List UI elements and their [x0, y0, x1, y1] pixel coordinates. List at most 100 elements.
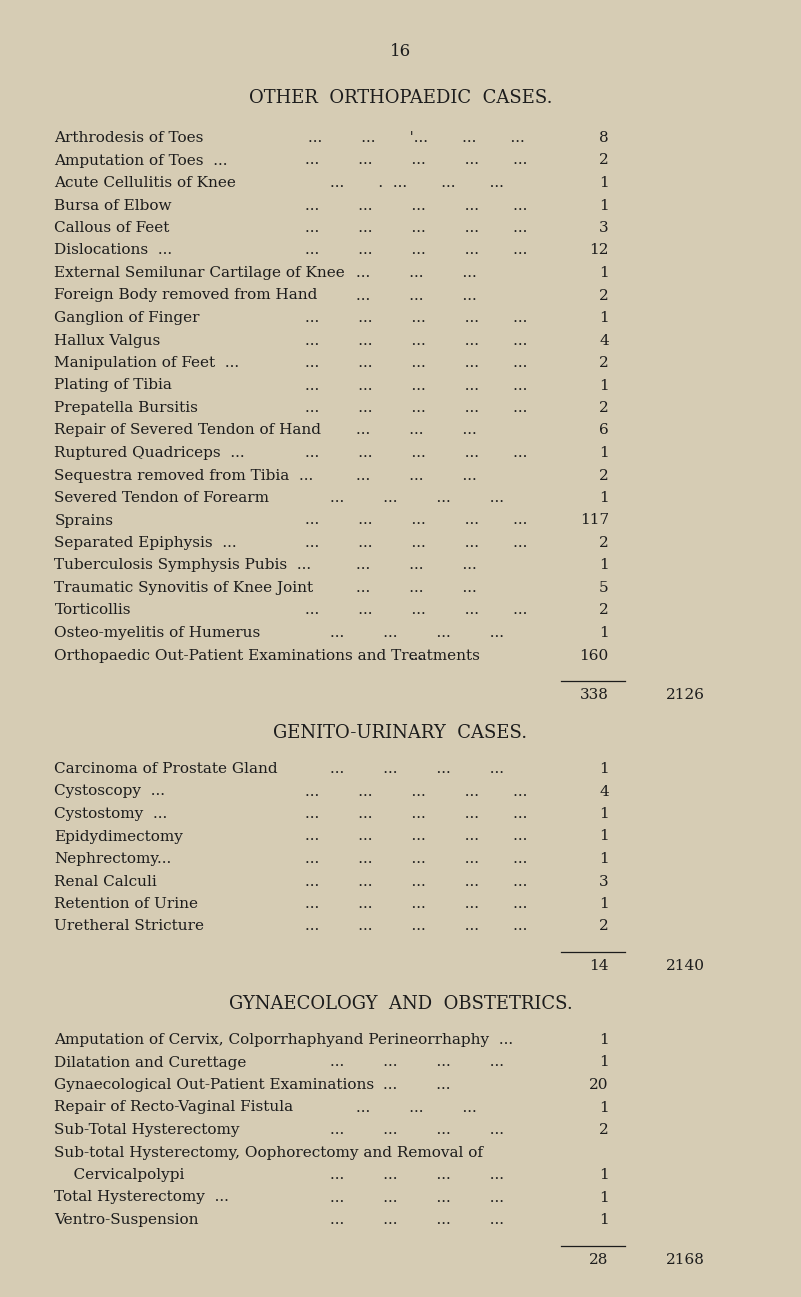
Text: ...        ...        ...        ...       ...: ... ... ... ... ... [305, 807, 528, 821]
Text: 2: 2 [599, 603, 609, 617]
Text: 1: 1 [599, 1169, 609, 1182]
Text: ...        ...       '...       ...       ...: ... ... '... ... ... [308, 131, 525, 145]
Text: ...        ...        ...        ...       ...: ... ... ... ... ... [305, 198, 528, 213]
Text: 1: 1 [599, 1032, 609, 1047]
Text: ...        ...        ...        ...: ... ... ... ... [329, 1169, 504, 1182]
Text: Torticollis: Torticollis [54, 603, 131, 617]
Text: Gynaecological Out-Patient Examinations: Gynaecological Out-Patient Examinations [54, 1078, 375, 1092]
Text: Acute Cellulitis of Knee: Acute Cellulitis of Knee [54, 176, 236, 189]
Text: ...        ...        ...        ...       ...: ... ... ... ... ... [305, 153, 528, 167]
Text: 2: 2 [599, 920, 609, 934]
Text: Manipulation of Feet  ...: Manipulation of Feet ... [54, 355, 239, 370]
Text: 1: 1 [599, 176, 609, 189]
Text: Sub-Total Hysterectomy: Sub-Total Hysterectomy [54, 1123, 240, 1137]
Text: Total Hysterectomy  ...: Total Hysterectomy ... [54, 1191, 229, 1205]
Text: ...        ...        ...        ...: ... ... ... ... [329, 492, 504, 505]
Text: Traumatic Synovitis of Knee Joint: Traumatic Synovitis of Knee Joint [54, 581, 314, 595]
Text: 4: 4 [599, 333, 609, 348]
Text: 2140: 2140 [666, 958, 705, 973]
Text: Osteo-myelitis of Humerus: Osteo-myelitis of Humerus [54, 626, 260, 639]
Text: Amputation of Cervix, Colporrhaphyand Perineorrhaphy  ...: Amputation of Cervix, Colporrhaphyand Pe… [54, 1032, 513, 1047]
Text: ...        ...        ...: ... ... ... [356, 1100, 477, 1114]
Text: ...        ...        ...        ...: ... ... ... ... [329, 1191, 504, 1205]
Text: Ventro-Suspension: Ventro-Suspension [54, 1213, 199, 1227]
Text: 1: 1 [599, 807, 609, 821]
Text: 5: 5 [599, 581, 609, 595]
Text: OTHER  ORTHOPAEDIC  CASES.: OTHER ORTHOPAEDIC CASES. [249, 89, 552, 106]
Text: Hallux Valgus: Hallux Valgus [54, 333, 161, 348]
Text: ...        ...        ...        ...       ...: ... ... ... ... ... [305, 830, 528, 843]
Text: Cystoscopy  ...: Cystoscopy ... [54, 785, 166, 799]
Text: 1: 1 [599, 898, 609, 910]
Text: ...        ...        ...        ...: ... ... ... ... [329, 1123, 504, 1137]
Text: Foreign Body removed from Hand: Foreign Body removed from Hand [54, 288, 318, 302]
Text: 1: 1 [599, 446, 609, 460]
Text: ...        ...        ...        ...       ...: ... ... ... ... ... [305, 920, 528, 934]
Text: Callous of Feet: Callous of Feet [54, 220, 170, 235]
Text: Amputation of Toes  ...: Amputation of Toes ... [54, 153, 228, 167]
Text: 1: 1 [599, 852, 609, 866]
Text: Plating of Tibia: Plating of Tibia [54, 379, 172, 393]
Text: 16: 16 [390, 44, 411, 61]
Text: 1: 1 [599, 1191, 609, 1205]
Text: 3: 3 [599, 220, 609, 235]
Text: GYNAECOLOGY  AND  OBSTETRICS.: GYNAECOLOGY AND OBSTETRICS. [228, 995, 573, 1013]
Text: Nephrectomy...: Nephrectomy... [54, 852, 171, 866]
Text: Dilatation and Curettage: Dilatation and Curettage [54, 1056, 247, 1070]
Text: 2: 2 [599, 468, 609, 482]
Text: 2: 2 [599, 288, 609, 302]
Text: 1: 1 [599, 379, 609, 393]
Text: 2: 2 [599, 153, 609, 167]
Text: 1: 1 [599, 492, 609, 505]
Text: ...        ...        ...: ... ... ... [356, 288, 477, 302]
Text: Severed Tendon of Forearm: Severed Tendon of Forearm [54, 492, 269, 505]
Text: ...        ...        ...        ...       ...: ... ... ... ... ... [305, 311, 528, 326]
Text: Retention of Urine: Retention of Urine [54, 898, 199, 910]
Text: Epidydimectomy: Epidydimectomy [54, 830, 183, 843]
Text: Bursa of Elbow: Bursa of Elbow [54, 198, 172, 213]
Text: Ganglion of Finger: Ganglion of Finger [54, 311, 200, 326]
Text: 14: 14 [590, 958, 609, 973]
Text: Sub-total Hysterectomy, Oophorectomy and Removal of: Sub-total Hysterectomy, Oophorectomy and… [54, 1145, 484, 1160]
Text: Sprains: Sprains [54, 514, 114, 528]
Text: ...        ...        ...: ... ... ... [356, 266, 477, 280]
Text: External Semilunar Cartilage of Knee: External Semilunar Cartilage of Knee [54, 266, 345, 280]
Text: 1: 1 [599, 311, 609, 326]
Text: 2: 2 [599, 355, 609, 370]
Text: ...        ...        ...        ...       ...: ... ... ... ... ... [305, 446, 528, 460]
Text: ...        ...        ...        ...       ...: ... ... ... ... ... [305, 785, 528, 799]
Text: 2126: 2126 [666, 687, 705, 702]
Text: ...        ...        ...: ... ... ... [356, 581, 477, 595]
Text: 12: 12 [590, 244, 609, 258]
Text: 20: 20 [590, 1078, 609, 1092]
Text: Orthopaedic Out-Patient Examinations and Treatments: Orthopaedic Out-Patient Examinations and… [54, 648, 481, 663]
Text: 8: 8 [599, 131, 609, 145]
Text: Ruptured Quadriceps  ...: Ruptured Quadriceps ... [54, 446, 245, 460]
Text: 4: 4 [599, 785, 609, 799]
Text: ...        ...        ...: ... ... ... [356, 559, 477, 572]
Text: ...        ...        ...: ... ... ... [356, 468, 477, 482]
Text: Renal Calculi: Renal Calculi [54, 874, 157, 888]
Text: Dislocations  ...: Dislocations ... [54, 244, 172, 258]
Text: ...        ...        ...        ...       ...: ... ... ... ... ... [305, 333, 528, 348]
Text: 2: 2 [599, 1123, 609, 1137]
Text: ...        ...        ...: ... ... ... [356, 424, 477, 437]
Text: 1: 1 [599, 830, 609, 843]
Text: Arthrodesis of Toes: Arthrodesis of Toes [54, 131, 203, 145]
Text: 1: 1 [599, 1100, 609, 1114]
Text: ...        ...        ...        ...       ...: ... ... ... ... ... [305, 379, 528, 393]
Text: Uretheral Stricture: Uretheral Stricture [54, 920, 204, 934]
Text: 3: 3 [599, 874, 609, 888]
Text: 1: 1 [599, 266, 609, 280]
Text: ...        ...        ...        ...       ...: ... ... ... ... ... [305, 603, 528, 617]
Text: 117: 117 [580, 514, 609, 528]
Text: ...        ...        ...        ...       ...: ... ... ... ... ... [305, 355, 528, 370]
Text: 1: 1 [599, 198, 609, 213]
Text: ...        ...        ...        ...       ...: ... ... ... ... ... [305, 220, 528, 235]
Text: 160: 160 [579, 648, 609, 663]
Text: 1: 1 [599, 763, 609, 776]
Text: 338: 338 [580, 687, 609, 702]
Text: 2168: 2168 [666, 1253, 705, 1266]
Text: Prepatella Bursitis: Prepatella Bursitis [54, 401, 199, 415]
Text: ...        ...        ...        ...       ...: ... ... ... ... ... [305, 536, 528, 550]
